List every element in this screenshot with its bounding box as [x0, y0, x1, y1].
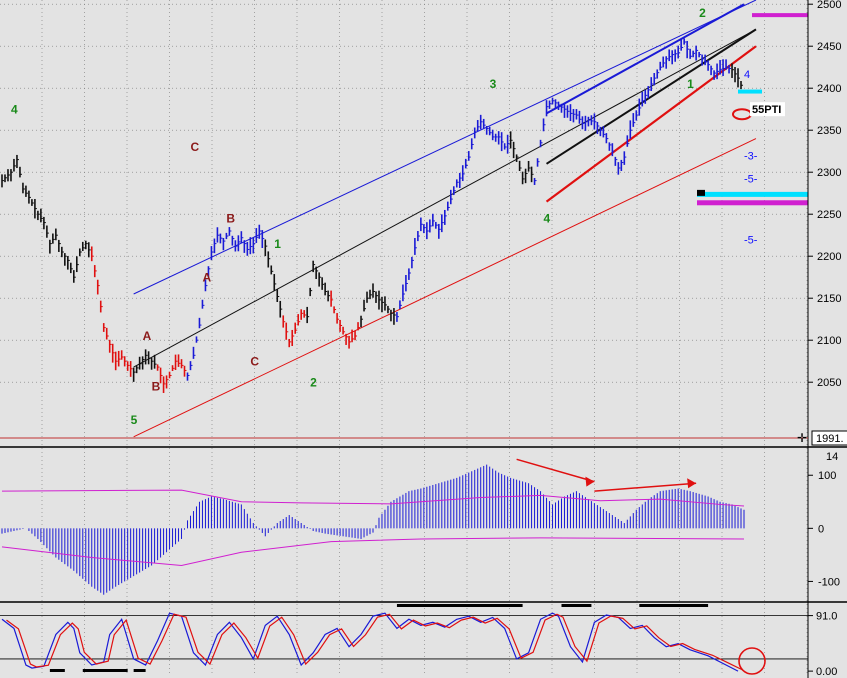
cursor-value-box: [811, 430, 847, 446]
channel-lower-line: [133, 138, 757, 438]
channel-upper-line: [133, 0, 757, 295]
stoch-y-tick-label: 0.00: [816, 666, 837, 678]
y-tick-label: 2400: [817, 83, 841, 95]
divergence-arrow-2: [594, 482, 697, 492]
signal-bar-top: [561, 604, 592, 607]
target-bar-mid: [738, 89, 762, 94]
cursor-value-label: 1991.: [816, 433, 844, 445]
y-tick-label: 2300: [817, 167, 841, 179]
osc-y-tick-label: -100: [818, 576, 840, 588]
target-bar-cyan: [697, 191, 808, 197]
wave-label: 3: [490, 77, 497, 91]
osc-lower-band: [1, 537, 745, 566]
wave-label: 1: [274, 237, 281, 251]
stoch-d-line[interactable]: [6, 613, 743, 671]
inner-channel-mid-line: [545, 28, 757, 165]
wave-label: C: [190, 140, 199, 154]
y-tick-label: 2500: [817, 0, 841, 11]
osc-upper-band: [1, 489, 745, 507]
osc-y-tick-label: 100: [818, 470, 836, 482]
y-tick-label: 2200: [817, 251, 841, 263]
wave-label: B: [152, 380, 161, 394]
signal-tag: 55PTI: [752, 104, 781, 116]
gridlines: [0, 0, 808, 676]
target-bar-magenta: [697, 200, 808, 206]
projection-label: -3-: [744, 151, 758, 163]
inner-channel-lower-line: [545, 45, 757, 203]
y-tick-label: 2450: [817, 41, 841, 53]
wave-label: 5: [681, 0, 688, 3]
signal-bar-bottom: [49, 669, 65, 672]
stochastic-panel[interactable]: [0, 604, 808, 675]
signal-tag-box: [750, 102, 785, 117]
projection-label: -5-: [744, 235, 758, 247]
divergence-arrow-1: [516, 458, 595, 483]
target-bar-anchor: [697, 189, 705, 196]
wave-label: C: [250, 354, 259, 368]
wave-label: 5: [131, 413, 138, 427]
y-tick-label: 2150: [817, 293, 841, 305]
target-bar-top: [752, 13, 808, 18]
osc-y-tick-label: 0: [818, 523, 824, 535]
signal-bar-bottom: [82, 669, 128, 672]
y-tick-label: 2100: [817, 335, 841, 347]
wave-label: 4: [11, 102, 18, 116]
osc-top-label: 14: [826, 451, 838, 463]
signal-bar-bottom: [133, 669, 146, 672]
chart-overlays: 55PTI: [133, 0, 808, 438]
signal-bar-top: [396, 604, 523, 607]
projection-label: -5-: [744, 173, 758, 185]
divergence-arrow-1-head: [585, 476, 595, 487]
wave-label: 4: [544, 212, 551, 226]
wave-labels: 4 C B A 1 A B C 2 5 3 4 5 2 1 4 -3- -5- -5-: [11, 0, 758, 427]
y-tick-label: 2050: [817, 377, 841, 389]
stoch-y-tick-label: 91.0: [816, 611, 837, 623]
wave-label: A: [143, 329, 152, 343]
oversold-marker: [738, 647, 766, 675]
wave-label: 1: [687, 77, 694, 91]
y-tick-label: 2350: [817, 125, 841, 137]
channel-mid-line: [133, 28, 757, 368]
wave-label: B: [226, 212, 235, 226]
oscillator-panel[interactable]: [1, 458, 745, 595]
projection-label: 4: [744, 69, 750, 81]
crosshair-icon: ✛: [797, 431, 807, 445]
signal-bar-top: [639, 604, 709, 607]
wave-label: 2: [310, 375, 317, 389]
wave-label: A: [202, 270, 211, 284]
wave-label: 2: [699, 6, 706, 20]
inner-channel-upper-line: [546, 3, 745, 115]
y-tick-label: 2250: [817, 209, 841, 221]
divergence-arrow-2-head: [687, 478, 697, 489]
price-panel[interactable]: [1, 38, 744, 393]
